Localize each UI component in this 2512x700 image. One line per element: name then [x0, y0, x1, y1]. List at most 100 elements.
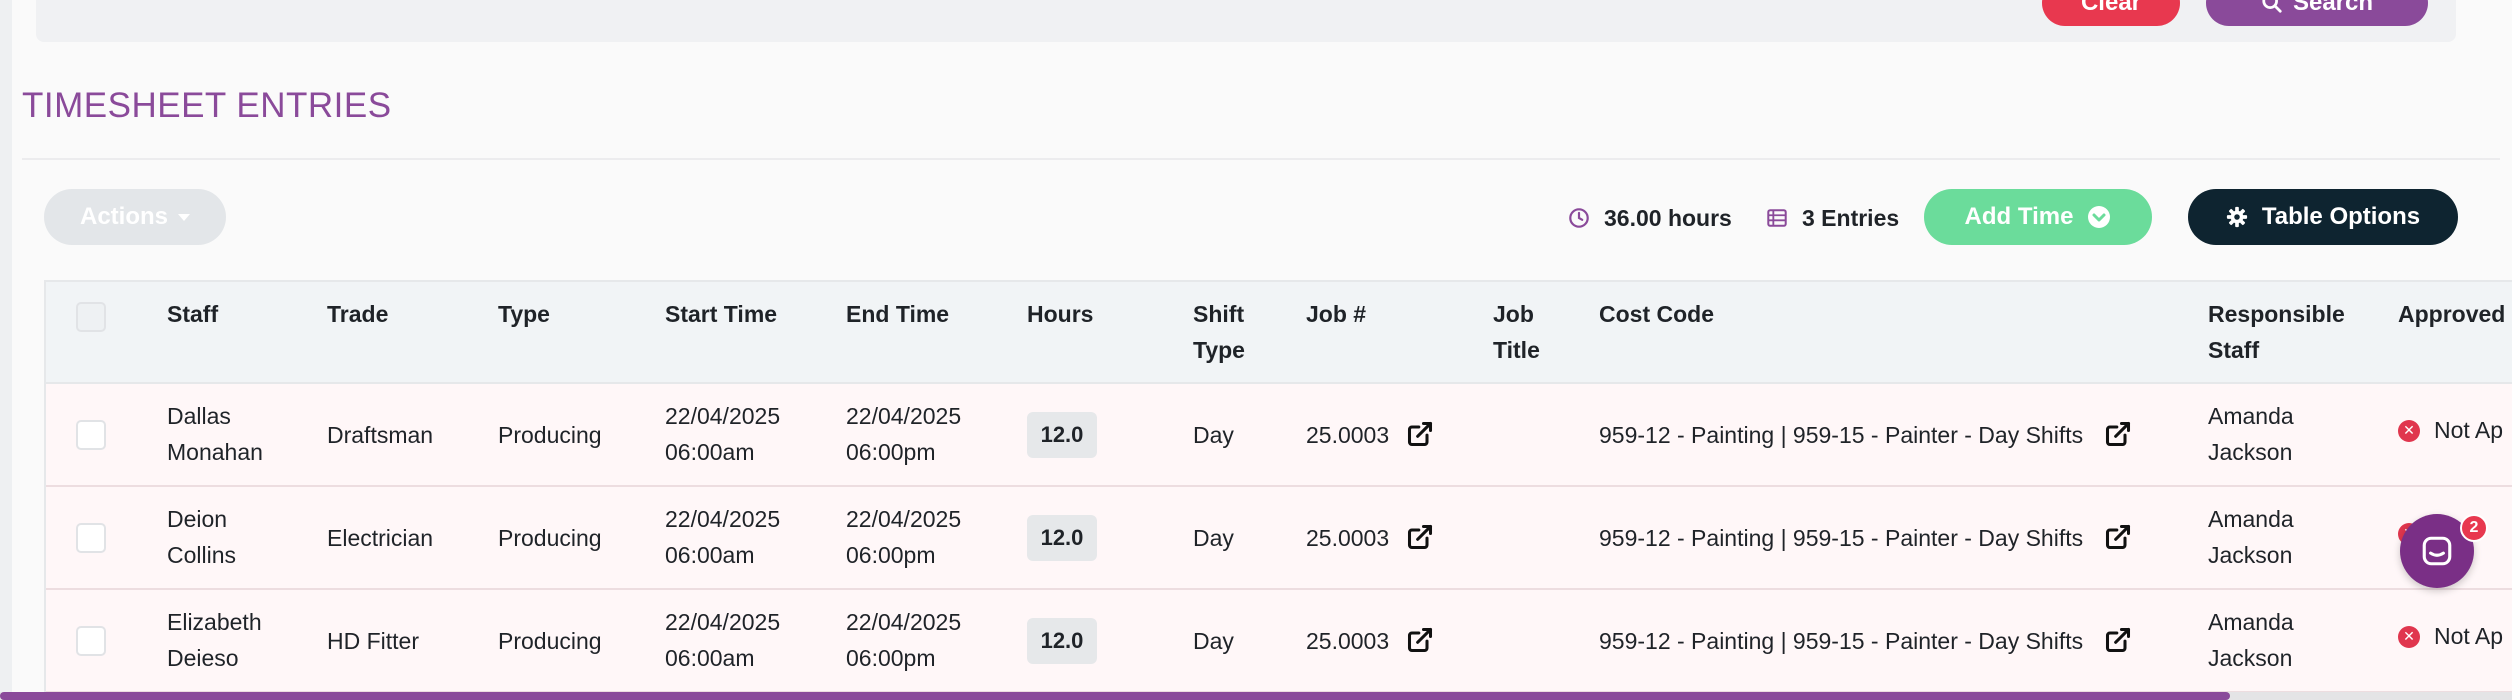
hours-summary: 36.00 hours: [1568, 198, 1732, 238]
external-link-icon[interactable]: [2104, 523, 2132, 551]
external-link-icon[interactable]: [1406, 523, 1434, 551]
x-circle-icon: ✕: [2398, 419, 2420, 442]
gear-icon: [2226, 206, 2247, 228]
cell-cost-code: 959-12 - Painting | 959-15 - Painter - D…: [1599, 628, 2084, 654]
list-icon: [1767, 209, 1787, 227]
table-header: Staff Trade Type Start Time End Time Hou…: [46, 280, 2512, 384]
responsible-first: Amanda: [2208, 403, 2294, 429]
external-link-icon[interactable]: [1406, 420, 1434, 448]
hours-badge: 12.0: [1027, 618, 1097, 664]
cell-staff: Elizabeth Deieso: [167, 604, 262, 676]
table-options-button[interactable]: Table Options: [2188, 189, 2458, 245]
select-all-checkbox[interactable]: [76, 302, 106, 332]
header-approved[interactable]: Approved: [2398, 301, 2506, 327]
cell-job-number: 25.0003: [1306, 628, 1390, 654]
start-clock: 06:00am: [665, 645, 755, 671]
header-job-number[interactable]: Job #: [1306, 301, 1367, 327]
end-clock: 06:00pm: [846, 439, 936, 465]
cell-end-time: 22/04/2025 06:00pm: [846, 604, 961, 676]
header-job-title-line1: Job: [1493, 301, 1534, 327]
row-checkbox[interactable]: [76, 626, 106, 656]
start-date: 22/04/2025: [665, 403, 781, 429]
caret-down-icon: [178, 213, 190, 221]
header-cost-code[interactable]: Cost Code: [1599, 301, 1714, 327]
cell-trade: Draftsman: [327, 422, 434, 448]
staff-last: Monahan: [167, 439, 263, 465]
horizontal-scrollbar-thumb[interactable]: [0, 692, 2230, 700]
staff-first: Dallas: [167, 403, 231, 429]
cell-start-time: 22/04/2025 06:00am: [665, 398, 780, 470]
cell-start-time: 22/04/2025 06:00am: [665, 501, 780, 573]
cell-trade: HD Fitter: [327, 628, 419, 654]
header-type[interactable]: Type: [498, 301, 550, 327]
header-hours[interactable]: Hours: [1027, 301, 1094, 327]
cell-job-number: 25.0003: [1306, 422, 1390, 448]
external-link-icon[interactable]: [2104, 626, 2132, 654]
header-shift-type-line2: Type: [1193, 337, 1245, 363]
add-time-button[interactable]: Add Time: [1924, 189, 2152, 245]
table-row[interactable]: Deion Collins Electrician Producing 22/0…: [46, 487, 2512, 590]
header-shift-type[interactable]: Shift Type: [1193, 296, 1245, 368]
cell-responsible-staff: Amanda Jackson: [2208, 398, 2294, 470]
clock-icon: [1569, 208, 1589, 228]
start-date: 22/04/2025: [665, 609, 781, 635]
cell-cost-code: 959-12 - Painting | 959-15 - Painter - D…: [1599, 525, 2084, 551]
header-end-time[interactable]: End Time: [846, 301, 950, 327]
staff-last: Deieso: [167, 645, 239, 671]
start-clock: 06:00am: [665, 542, 755, 568]
header-trade[interactable]: Trade: [327, 301, 389, 327]
staff-first: Elizabeth: [167, 609, 262, 635]
row-checkbox[interactable]: [76, 420, 106, 450]
entries-summary: 3 Entries: [1766, 198, 1899, 238]
end-date: 22/04/2025: [846, 506, 962, 532]
timesheet-table: Staff Trade Type Start Time End Time Hou…: [44, 280, 2512, 692]
staff-last: Collins: [167, 542, 237, 568]
header-responsible-staff[interactable]: Responsible Staff: [2208, 296, 2345, 368]
chat-notification-badge: 2: [2460, 514, 2488, 542]
external-link-icon[interactable]: [2104, 420, 2132, 448]
cell-responsible-staff: Amanda Jackson: [2208, 501, 2294, 573]
cell-cost-code: 959-12 - Painting | 959-15 - Painter - D…: [1599, 422, 2084, 448]
clear-button[interactable]: Clear: [2042, 0, 2180, 26]
hours-badge: 12.0: [1027, 412, 1097, 458]
approval-text: Not Ap: [2434, 417, 2504, 443]
cell-shift-type: Day: [1193, 628, 1234, 654]
approval-status: ✕ Not Ap: [2398, 623, 2503, 650]
table-options-label: Table Options: [2261, 203, 2421, 230]
hours-total: 36.00 hours: [1604, 204, 1732, 231]
header-shift-type-line1: Shift: [1193, 301, 1245, 327]
responsible-first: Amanda: [2208, 506, 2294, 532]
row-checkbox[interactable]: [76, 523, 106, 553]
cell-end-time: 22/04/2025 06:00pm: [846, 398, 961, 470]
table-row[interactable]: Elizabeth Deieso HD Fitter Producing 22/…: [46, 590, 2512, 692]
cell-shift-type: Day: [1193, 525, 1234, 551]
hours-badge: 12.0: [1027, 515, 1097, 561]
cell-type: Producing: [498, 628, 602, 654]
header-staff[interactable]: Staff: [167, 301, 219, 327]
responsible-last: Jackson: [2208, 439, 2293, 465]
responsible-last: Jackson: [2208, 542, 2293, 568]
end-date: 22/04/2025: [846, 609, 962, 635]
search-button-label: Search: [2292, 0, 2374, 16]
search-icon: [2262, 0, 2282, 13]
search-button[interactable]: Search: [2206, 0, 2428, 26]
cell-shift-type: Day: [1193, 422, 1234, 448]
cell-staff: Dallas Monahan: [167, 398, 263, 470]
table-row[interactable]: Dallas Monahan Draftsman Producing 22/04…: [46, 384, 2512, 487]
start-clock: 06:00am: [665, 439, 755, 465]
external-link-icon[interactable]: [1406, 626, 1434, 654]
cell-type: Producing: [498, 422, 602, 448]
header-start-time[interactable]: Start Time: [665, 301, 778, 327]
chevron-down-circle-icon: [2088, 206, 2111, 228]
cell-end-time: 22/04/2025 06:00pm: [846, 501, 961, 573]
cell-start-time: 22/04/2025 06:00am: [665, 604, 780, 676]
header-job-title[interactable]: Job Title: [1493, 296, 1540, 368]
responsible-last: Jackson: [2208, 645, 2293, 671]
add-time-label: Add Time: [1964, 203, 2074, 230]
staff-first: Deion: [167, 506, 228, 532]
section-title: TIMESHEET ENTRIES: [22, 86, 392, 125]
chat-icon: [2422, 536, 2452, 566]
actions-dropdown-button[interactable]: Actions: [44, 189, 226, 245]
cell-job-number: 25.0003: [1306, 525, 1390, 551]
left-edge: [0, 0, 12, 700]
